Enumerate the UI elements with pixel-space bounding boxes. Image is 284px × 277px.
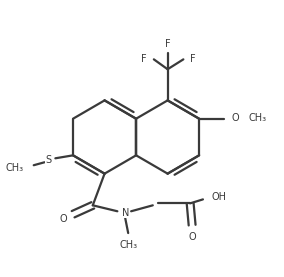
Text: CH₃: CH₃ [6, 163, 24, 173]
Text: CH₃: CH₃ [248, 113, 266, 123]
Text: CH₃: CH₃ [119, 240, 137, 250]
Text: N: N [122, 208, 129, 218]
Text: O: O [231, 113, 239, 123]
Text: O: O [188, 232, 196, 242]
Text: O: O [59, 214, 67, 224]
Text: F: F [190, 54, 196, 64]
Text: S: S [45, 155, 51, 165]
Text: OH: OH [212, 193, 227, 202]
Text: F: F [141, 54, 147, 64]
Text: F: F [165, 39, 170, 48]
